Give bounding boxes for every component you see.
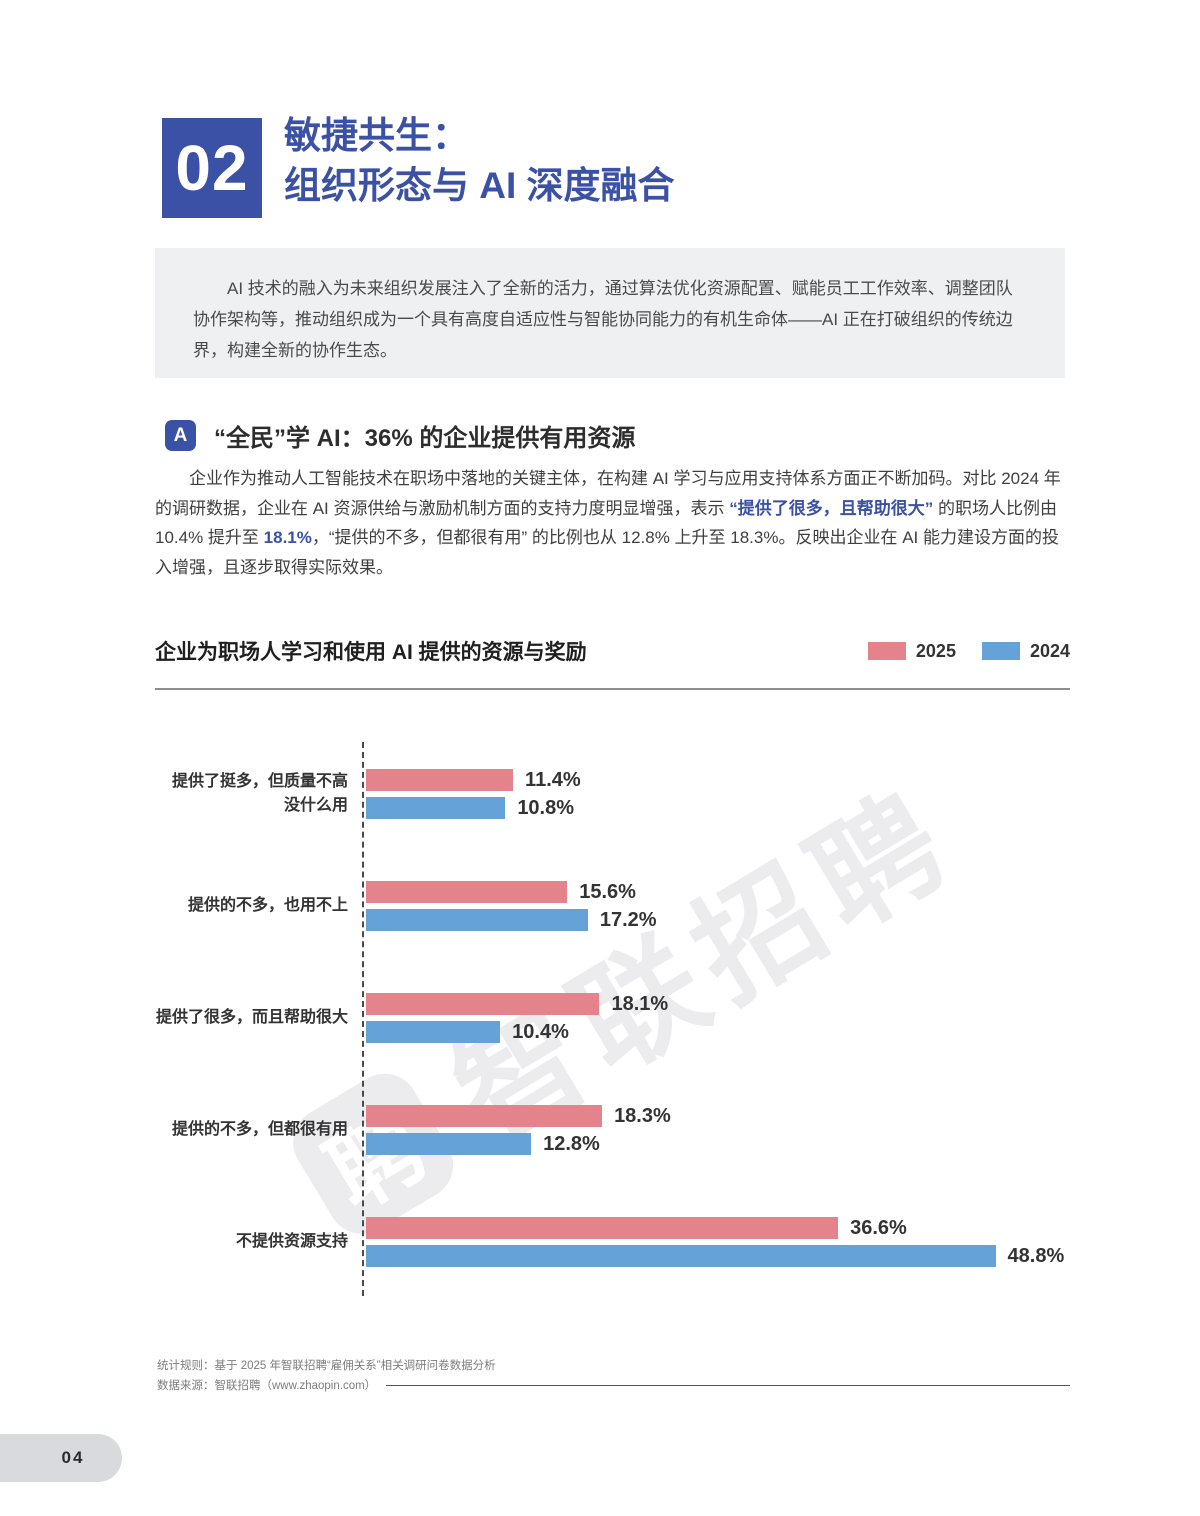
bar-2025 bbox=[366, 769, 514, 791]
intro-text: AI 技术的融入为未来组织发展注入了全新的活力，通过算法优化资源配置、赋能员工工… bbox=[193, 279, 1013, 360]
bar-row-2024: 48.8% bbox=[366, 1245, 1095, 1267]
paragraph-segment: “提供了很多，且帮助很大” bbox=[729, 498, 934, 518]
section-header: A “全民”学 AI：36% 的企业提供有用资源 bbox=[165, 418, 635, 453]
bar-value-label: 36.6% bbox=[850, 1216, 907, 1239]
bar-2024 bbox=[366, 797, 506, 819]
bar-value-label: 12.8% bbox=[543, 1132, 600, 1155]
chart-group: 提供的不多，也用不上 15.6% 17.2% bbox=[155, 850, 1095, 962]
bar-row-2024: 12.8% bbox=[366, 1133, 1095, 1155]
chart-group: 提供了挺多，但质量不高 没什么用 11.4% 10.8% bbox=[155, 738, 1095, 850]
bar-row-2025: 18.1% bbox=[366, 993, 1095, 1015]
page-number: 04 bbox=[61, 1448, 85, 1467]
footnote-data-source: 数据来源：智联招聘（www.zhaopin.com） bbox=[157, 1380, 377, 1392]
bar-2024 bbox=[366, 1133, 532, 1155]
legend-swatch-2024 bbox=[981, 642, 1020, 660]
bar-value-label: 18.3% bbox=[614, 1104, 671, 1127]
bar-value-label: 10.4% bbox=[512, 1020, 569, 1043]
legend-label-2024: 2024 bbox=[1029, 640, 1070, 661]
bar-value-label: 17.2% bbox=[599, 908, 657, 931]
category-bars: 15.6% 17.2% bbox=[364, 881, 1095, 931]
bar-row-2024: 10.4% bbox=[366, 1021, 1095, 1043]
bar-2025 bbox=[366, 1217, 839, 1239]
category-label: 提供了挺多，但质量不高 没什么用 bbox=[171, 773, 348, 814]
chapter-number: 02 bbox=[162, 118, 262, 218]
chart-rows: 提供了挺多，但质量不高 没什么用 11.4% 10.8% 提供的不多，也用不上 15.6… bbox=[155, 738, 1095, 1298]
category-label: 提供了很多，而且帮助很大 bbox=[155, 1009, 348, 1026]
bar-row-2024: 10.8% bbox=[366, 797, 1095, 819]
bar-row-2025: 18.3% bbox=[366, 1105, 1095, 1127]
legend-swatch-2025 bbox=[867, 642, 906, 660]
bar-value-label: 48.8% bbox=[1007, 1244, 1065, 1267]
paragraph-segment: 的职场人比例由 10.4% 提升至 bbox=[155, 498, 1057, 548]
bar-2025 bbox=[366, 881, 568, 903]
footnote-rule-line bbox=[386, 1384, 1070, 1386]
bar-value-label: 11.4% bbox=[525, 768, 581, 791]
footnote-stat-rule: 统计规则：基于 2025 年智联招聘“雇佣关系”相关调研问卷数据分析 bbox=[157, 1360, 496, 1372]
divider bbox=[155, 688, 1070, 690]
category-label: 提供的不多，但都很有用 bbox=[171, 1121, 348, 1138]
chart-group: 提供了很多，而且帮助很大 18.1% 10.4% bbox=[155, 962, 1095, 1074]
page-number-pill: 04 bbox=[0, 1434, 122, 1482]
paragraph-segment: 企业作为推动人工智能技术在职场中落地的关键主体，在构建 AI 学习与应用支持体系… bbox=[155, 469, 1061, 518]
legend-item-2025: 2025 bbox=[867, 640, 956, 662]
category-label: 提供的不多，也用不上 bbox=[187, 897, 348, 914]
bar-2024 bbox=[366, 1021, 501, 1043]
body-paragraph: 企业作为推动人工智能技术在职场中落地的关键主体，在构建 AI 学习与应用支持体系… bbox=[155, 464, 1073, 582]
bar-value-label: 10.8% bbox=[517, 796, 575, 819]
footnotes: 统计规则：基于 2025 年智联招聘“雇佣关系”相关调研问卷数据分析 数据来源：… bbox=[157, 1356, 1070, 1396]
chapter-title: 敏捷共生： 组织形态与 AI 深度融合 bbox=[284, 111, 675, 218]
bar-value-label: 18.1% bbox=[611, 992, 669, 1015]
chart-title: 企业为职场人学习和使用 AI 提供的资源与奖励 bbox=[155, 641, 587, 664]
legend-label-2025: 2025 bbox=[915, 640, 956, 661]
bar-2025 bbox=[366, 1105, 603, 1127]
chapter-header: 02 敏捷共生： 组织形态与 AI 深度融合 bbox=[162, 115, 675, 218]
chart-axis-line bbox=[362, 742, 364, 1296]
paragraph-segment: 18.1% bbox=[263, 528, 312, 547]
bar-row-2025: 36.6% bbox=[366, 1217, 1095, 1239]
category-bars: 11.4% 10.8% bbox=[364, 769, 1095, 819]
chart-legend: 2025 2024 bbox=[867, 640, 1070, 662]
bar-2024 bbox=[366, 1245, 996, 1267]
category-bars: 36.6% 48.8% bbox=[364, 1217, 1095, 1267]
chapter-title-line2: 组织形态与 AI 深度融合 bbox=[284, 165, 675, 206]
chart-group: 不提供资源支持 36.6% 48.8% bbox=[155, 1186, 1095, 1298]
category-bars: 18.1% 10.4% bbox=[364, 993, 1095, 1043]
bar-chart: 聘 智联招聘 提供了挺多，但质量不高 没什么用 11.4% 10.8% 提供的不多，也… bbox=[155, 738, 1095, 1303]
paragraph-segment: ，“提供的不多，但都很有用” 的比例也从 12.8% 上升至 18.3%。反映出… bbox=[155, 528, 1059, 577]
chart-group: 提供的不多，但都很有用 18.3% 12.8% bbox=[155, 1074, 1095, 1186]
bar-2025 bbox=[366, 993, 600, 1015]
bar-row-2025: 15.6% bbox=[366, 881, 1095, 903]
section-badge: A bbox=[165, 420, 196, 451]
category-label: 不提供资源支持 bbox=[235, 1233, 348, 1250]
intro-box: AI 技术的融入为未来组织发展注入了全新的活力，通过算法优化资源配置、赋能员工工… bbox=[155, 248, 1065, 378]
footnote-source-row: 数据来源：智联招聘（www.zhaopin.com） bbox=[157, 1376, 1070, 1396]
bar-row-2025: 11.4% bbox=[366, 769, 1095, 791]
category-bars: 18.3% 12.8% bbox=[364, 1105, 1095, 1155]
bar-value-label: 15.6% bbox=[579, 880, 636, 903]
chart-header: 企业为职场人学习和使用 AI 提供的资源与奖励 2025 2024 bbox=[155, 636, 1070, 666]
bar-row-2024: 17.2% bbox=[366, 909, 1095, 931]
section-title: “全民”学 AI：36% 的企业提供有用资源 bbox=[214, 425, 636, 452]
legend-item-2024: 2024 bbox=[981, 640, 1070, 662]
chapter-title-line1: 敏捷共生： bbox=[284, 115, 469, 156]
bar-2024 bbox=[366, 909, 588, 931]
